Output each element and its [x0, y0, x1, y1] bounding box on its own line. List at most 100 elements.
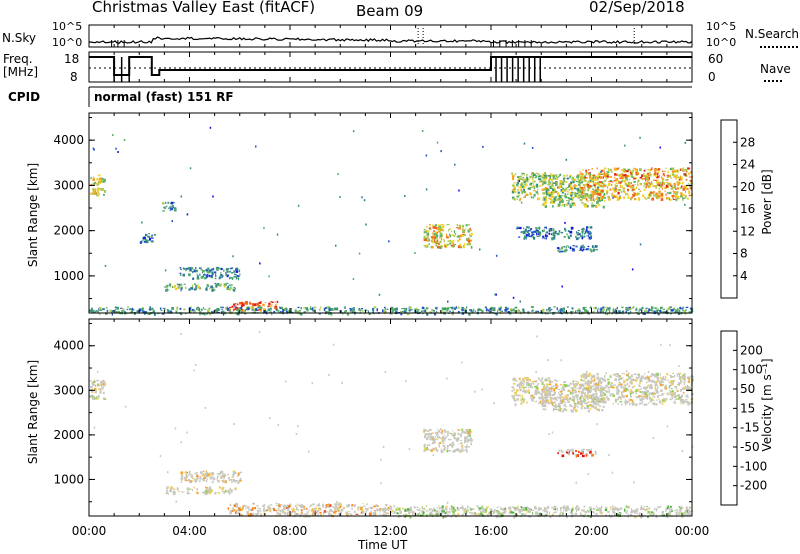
echo-cell	[463, 511, 466, 514]
echo-cell	[669, 167, 673, 171]
echo-cell	[566, 245, 569, 247]
echo-cell	[619, 378, 622, 381]
echo-cell	[523, 513, 526, 516]
echo-cell	[684, 380, 686, 383]
echo-cell	[575, 231, 578, 234]
echo-cell	[470, 442, 472, 446]
echo-cell	[437, 436, 439, 439]
echo-cell	[567, 235, 569, 238]
echo-cell	[111, 312, 113, 316]
echo-cell	[290, 310, 292, 313]
echo-cell	[335, 244, 337, 247]
nsearch-legend-line	[760, 46, 798, 48]
echo-cell	[513, 399, 517, 402]
echo-cell	[514, 191, 517, 193]
echo-cell	[344, 310, 346, 314]
echo-cell	[600, 307, 603, 309]
echo-cell	[657, 506, 659, 508]
echo-cell	[587, 395, 590, 399]
echo-cell	[461, 447, 464, 449]
echo-cell	[615, 187, 617, 191]
echo-cell	[518, 177, 521, 181]
echo-cell	[544, 202, 547, 204]
echo-cell	[303, 311, 306, 313]
echo-cell	[558, 174, 561, 177]
echo-cell	[567, 236, 571, 240]
echo-cell	[543, 229, 545, 232]
echo-cell	[591, 374, 593, 377]
echo-cell	[524, 195, 526, 198]
echo-cell	[429, 428, 432, 431]
echo-cell	[606, 175, 609, 177]
echo-cell	[541, 404, 544, 407]
echo-cell	[204, 312, 206, 316]
echo-cell	[655, 403, 658, 406]
echo-cell	[626, 387, 629, 390]
echo-cell	[526, 383, 529, 386]
echo-cell	[524, 377, 527, 380]
echo-cell	[208, 274, 210, 278]
echo-cell	[582, 388, 584, 391]
echo-cell	[659, 505, 662, 508]
echo-cell	[365, 309, 368, 312]
echo-cell	[539, 400, 542, 404]
echo-cell	[587, 510, 591, 513]
echo-cell	[616, 167, 619, 170]
echo-cell	[635, 177, 637, 179]
echo-cell	[594, 182, 598, 185]
echo-cell	[662, 376, 665, 378]
echo-cell	[623, 387, 625, 390]
echo-cell	[319, 513, 322, 517]
echo-cell	[602, 194, 604, 197]
echo-cell	[659, 310, 662, 313]
echo-cell	[561, 400, 564, 403]
echo-cell	[593, 384, 596, 386]
echo-cell	[545, 175, 548, 178]
echo-cell	[655, 168, 659, 171]
echo-cell	[198, 308, 201, 311]
echo-cell	[384, 510, 386, 513]
echo-cell	[479, 510, 483, 514]
echo-cell	[600, 383, 602, 385]
echo-cell	[264, 308, 266, 311]
echo-cell	[675, 187, 677, 190]
echo-cell	[556, 396, 559, 398]
echo-cell	[90, 395, 94, 397]
echo-cell	[677, 511, 680, 513]
echo-cell	[169, 206, 171, 208]
echo-cell	[559, 384, 563, 386]
echo-cell	[666, 372, 669, 376]
echo-cell	[558, 230, 561, 233]
echo-cell	[98, 388, 100, 391]
echo-cell	[669, 390, 671, 392]
echo-cell	[611, 193, 613, 197]
echo-cell	[93, 379, 95, 382]
echo-cell	[649, 375, 653, 378]
echo-cell	[315, 507, 317, 510]
echo-cell	[594, 406, 597, 410]
echo-cell	[678, 378, 681, 380]
echo-cell	[406, 508, 410, 511]
echo-cell	[465, 224, 468, 227]
echo-cell	[600, 397, 603, 401]
echo-cell	[678, 309, 681, 313]
echo-cell	[593, 374, 596, 378]
echo-cell	[528, 236, 531, 238]
echo-cell	[343, 507, 345, 510]
echo-cell	[370, 507, 373, 509]
echo-cell	[670, 379, 673, 383]
echo-cell	[537, 233, 540, 235]
echo-cell	[417, 309, 420, 312]
echo-cell	[517, 176, 519, 179]
echo-cell	[612, 394, 615, 397]
echo-cell	[334, 504, 337, 506]
echo-cell	[287, 310, 289, 313]
echo-cell	[650, 399, 652, 402]
echo-cell	[626, 374, 627, 377]
echo-cell	[404, 309, 406, 312]
echo-cell	[656, 195, 659, 199]
echo-cell	[218, 486, 221, 489]
echo-cell	[382, 309, 384, 313]
echo-cell	[178, 491, 181, 493]
echo-cell	[572, 388, 574, 391]
